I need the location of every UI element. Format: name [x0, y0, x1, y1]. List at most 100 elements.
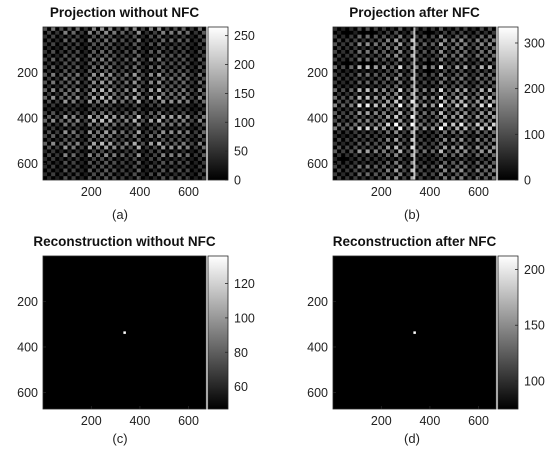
- heatmap-cell: [422, 149, 427, 154]
- heatmap-cell: [157, 172, 162, 177]
- heatmap-cell: [369, 114, 374, 119]
- heatmap-cell: [422, 42, 427, 47]
- heatmap-cell: [157, 103, 162, 108]
- heatmap-cell: [67, 34, 72, 39]
- heatmap-cell: [100, 95, 105, 100]
- heatmap-cell: [140, 42, 145, 47]
- heatmap-cell: [144, 137, 149, 142]
- heatmap-cell: [43, 149, 48, 154]
- heatmap-cell: [116, 141, 121, 146]
- heatmap-cell: [402, 84, 407, 89]
- heatmap-cell: [153, 130, 158, 135]
- heatmap-cell: [491, 114, 496, 119]
- heatmap-cell: [128, 99, 133, 104]
- heatmap-cell: [471, 126, 476, 131]
- heatmap-cell: [373, 134, 378, 138]
- heatmap-cell: [463, 42, 468, 47]
- heatmap-cell: [173, 118, 178, 123]
- heatmap-cell: [91, 49, 96, 54]
- heatmap-cell: [144, 30, 149, 35]
- heatmap-cell: [349, 34, 354, 39]
- heatmap-cell: [148, 126, 154, 131]
- heatmap-cell: [349, 72, 354, 77]
- heatmap-cell: [108, 65, 113, 70]
- colorbar: [497, 26, 519, 181]
- heatmap-cell: [47, 130, 52, 135]
- heatmap-cell: [87, 69, 92, 73]
- heatmap-cell: [455, 57, 460, 62]
- heatmap-cell: [418, 137, 423, 142]
- heatmap-cell: [157, 88, 162, 93]
- heatmap-cell: [128, 61, 133, 66]
- heatmap-cell: [365, 118, 370, 123]
- heatmap-cell: [345, 76, 350, 81]
- heatmap-cell: [91, 134, 96, 138]
- heatmap-cell: [463, 65, 468, 70]
- heatmap-cell: [51, 72, 56, 77]
- heatmap-cell: [157, 126, 162, 131]
- heatmap-cell: [390, 27, 395, 31]
- heatmap-cell: [443, 84, 448, 89]
- heatmap-cell: [112, 30, 117, 35]
- heatmap-cell: [406, 103, 411, 108]
- heatmap-cell: [43, 80, 48, 85]
- heatmap-cell: [100, 88, 105, 93]
- heatmap-cell: [124, 49, 129, 54]
- heatmap-cell: [467, 153, 472, 158]
- heatmap-cell: [189, 149, 194, 154]
- colorbar-tick-label: 120: [234, 277, 255, 291]
- heatmap-cell: [197, 72, 202, 77]
- heatmap-cell: [455, 126, 460, 131]
- heatmap-cell: [177, 160, 182, 165]
- heatmap-cell: [193, 46, 198, 50]
- heatmap-cell: [120, 99, 125, 104]
- heatmap-cell: [79, 168, 84, 173]
- heatmap-cell: [365, 111, 370, 115]
- heatmap-cell: [337, 168, 342, 173]
- heatmap-cell: [365, 126, 370, 131]
- heatmap-cell: [197, 126, 202, 131]
- heatmap-cell: [104, 122, 109, 127]
- heatmap-cell: [201, 107, 206, 112]
- heatmap-cell: [193, 114, 198, 119]
- heatmap-cell: [402, 76, 407, 81]
- heatmap-cell: [377, 145, 382, 150]
- heatmap-cell: [197, 134, 202, 138]
- heatmap-cell: [157, 164, 162, 169]
- heatmap-cell: [398, 118, 403, 123]
- heatmap-cell: [120, 122, 125, 127]
- heatmap-cell: [345, 176, 350, 180]
- heatmap-cell: [443, 168, 448, 173]
- heatmap-cell: [173, 34, 178, 39]
- heatmap-cell: [463, 141, 468, 146]
- heatmap-cell: [140, 118, 145, 123]
- heatmap-cell: [185, 130, 190, 135]
- heatmap-cell: [185, 61, 190, 66]
- heatmap-cell: [157, 65, 162, 70]
- heatmap-cell: [426, 84, 431, 89]
- heatmap-cell: [59, 172, 64, 177]
- heatmap-cell: [112, 61, 117, 66]
- heatmap-cell: [402, 160, 407, 165]
- heatmap-cell: [177, 107, 182, 112]
- heatmap-cell: [47, 153, 52, 158]
- heatmap-cell: [406, 72, 411, 77]
- heatmap-cell: [165, 34, 170, 39]
- heatmap-cell: [438, 57, 444, 62]
- heatmap-cell: [43, 172, 48, 177]
- heatmap-cell: [71, 107, 76, 112]
- heatmap-cell: [177, 145, 182, 150]
- heatmap-cell: [455, 172, 460, 177]
- heatmap-cell: [455, 157, 460, 161]
- heatmap-cell: [447, 27, 452, 31]
- heatmap-cell: [177, 130, 182, 135]
- heatmap-cell: [345, 92, 350, 96]
- heatmap-cell: [443, 30, 448, 35]
- heatmap-cell: [487, 88, 492, 93]
- heatmap-cell: [491, 145, 496, 150]
- heatmap-cell: [430, 95, 435, 100]
- heatmap-cell: [124, 57, 129, 62]
- heatmap-cell: [144, 160, 149, 165]
- heatmap-cell: [104, 61, 109, 66]
- heatmap-cell: [353, 38, 358, 43]
